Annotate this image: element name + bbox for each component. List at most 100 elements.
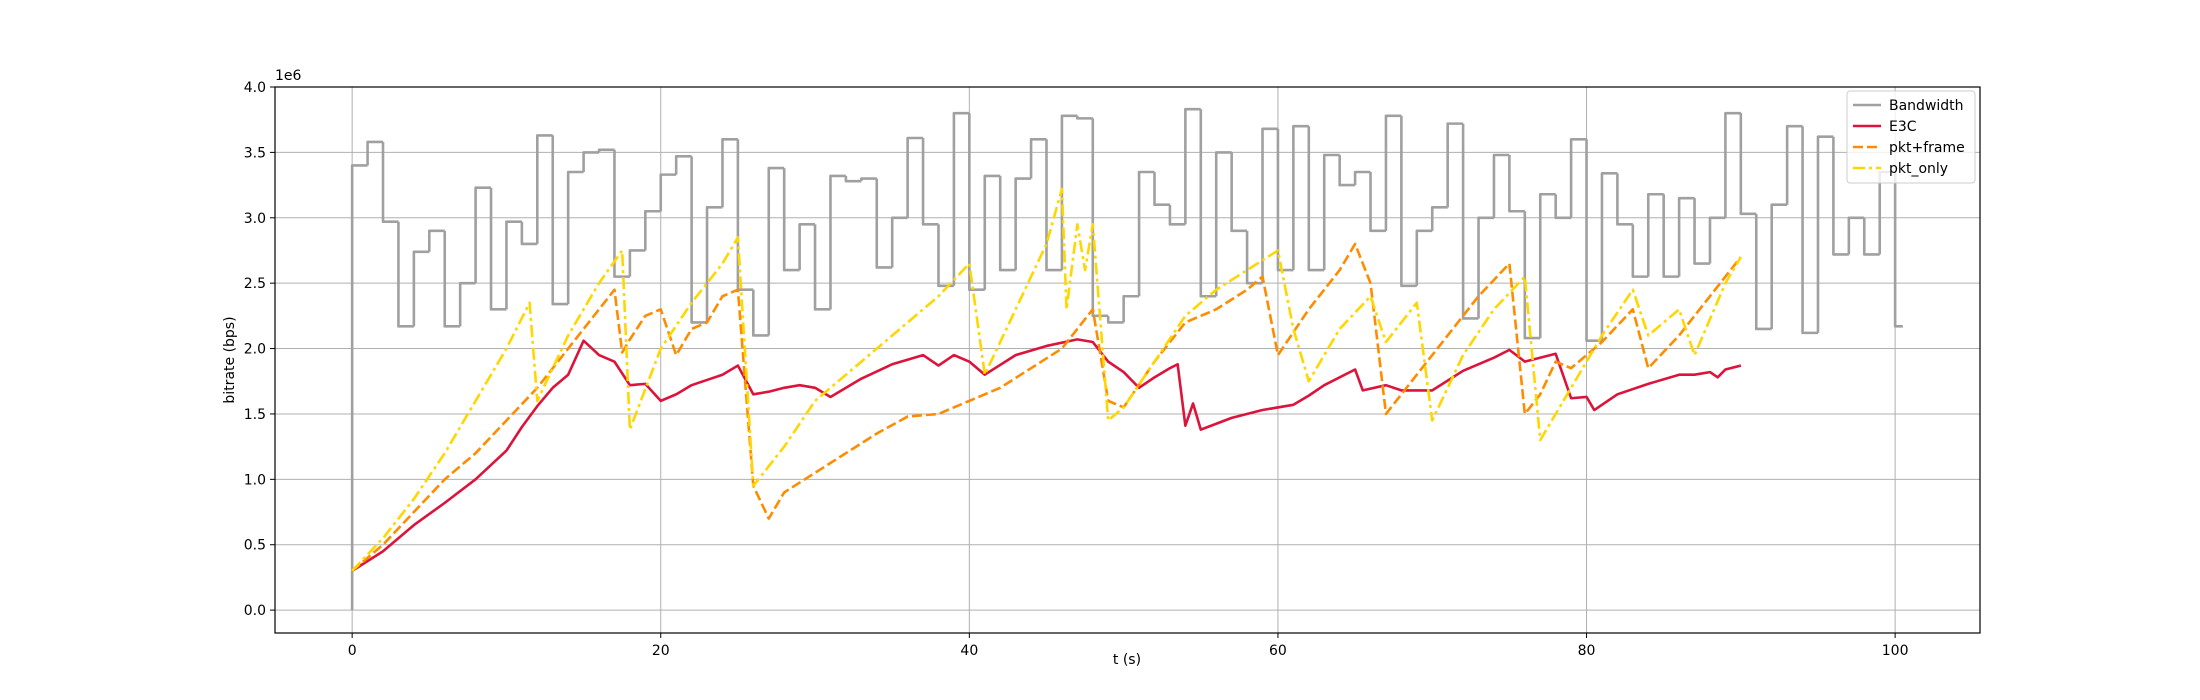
step-segment — [1862, 217, 1880, 256]
step-segment — [1878, 170, 1896, 255]
step-segment — [1214, 151, 1232, 297]
step-segment — [1307, 126, 1325, 272]
step-segment — [1384, 114, 1402, 231]
step-segment — [1400, 115, 1417, 288]
plot-frame — [274, 86, 1981, 634]
step-segment — [1631, 224, 1649, 278]
legend-label: Bandwidth — [1889, 98, 1964, 114]
y-axis-label: bitrate (bps) — [222, 316, 238, 403]
step-segment — [690, 156, 708, 324]
step-segment — [1801, 126, 1818, 335]
step-segment — [1754, 213, 1772, 331]
y-tick-label: 1.0 — [244, 472, 266, 488]
step-segment — [705, 206, 723, 323]
legend-label: pkt_only — [1889, 161, 1948, 177]
step-segment — [829, 174, 846, 310]
step-segment — [1893, 172, 1903, 328]
step-segment — [1770, 203, 1788, 329]
step-segment — [1785, 124, 1803, 205]
step-segment — [397, 221, 414, 328]
step-segment — [674, 155, 692, 175]
step-segment — [566, 170, 584, 305]
step-segment — [1076, 115, 1093, 120]
step-segment — [597, 148, 615, 153]
step-segment — [551, 135, 569, 306]
x-axis-label: t (s) — [1113, 652, 1141, 668]
step-segment — [1122, 294, 1140, 323]
step-segment — [1137, 170, 1155, 297]
step-segment — [350, 164, 368, 611]
y-tick-label: 3.5 — [244, 145, 266, 161]
step-segment — [844, 175, 862, 183]
step-segment — [1677, 196, 1695, 277]
step-segment — [1461, 123, 1479, 320]
step-segment — [1832, 136, 1849, 256]
step-segment — [1261, 127, 1278, 284]
step-segment — [1492, 153, 1510, 218]
step-segment — [1662, 194, 1680, 278]
step-segment — [582, 151, 600, 173]
step-segment — [875, 178, 893, 269]
step-segment — [1106, 315, 1124, 324]
step-segment — [921, 138, 939, 226]
step-segment — [1847, 216, 1865, 255]
step-segment — [1724, 111, 1741, 218]
x-tick-label: 100 — [1882, 643, 1909, 659]
step-segment — [520, 221, 538, 246]
step-segment — [1168, 204, 1186, 226]
y-tick-label: 3.0 — [244, 211, 266, 227]
step-segment — [1230, 152, 1248, 233]
x-tick-label: 20 — [652, 643, 670, 659]
step-segment — [1091, 118, 1109, 318]
step-segment — [1153, 172, 1170, 207]
step-segment — [1014, 177, 1032, 271]
y-tick-label: 0.0 — [244, 603, 266, 619]
step-segment — [1353, 170, 1371, 186]
step-segment — [1708, 216, 1726, 264]
step-segment — [906, 136, 924, 218]
step-segment — [381, 141, 399, 224]
step-segment — [1816, 135, 1834, 333]
step-segment — [1430, 206, 1448, 231]
step-segment — [736, 139, 754, 292]
step-segment — [1446, 122, 1464, 208]
y-tick-label: 0.5 — [244, 538, 266, 554]
legend-label: E3C — [1889, 119, 1917, 135]
step-segment — [443, 230, 461, 328]
step-segment — [721, 138, 738, 208]
step-segment — [1199, 109, 1217, 298]
step-segment — [1646, 192, 1664, 277]
series-line — [351, 187, 1742, 572]
step-segment — [890, 216, 908, 268]
step-segment — [1292, 124, 1309, 271]
step-segment — [1585, 139, 1602, 343]
step-segment — [813, 224, 831, 311]
y-offset-label: 1e6 — [275, 68, 302, 84]
series-line — [351, 242, 1742, 572]
step-segment — [1600, 172, 1618, 341]
y-tick-label: 1.5 — [244, 407, 266, 423]
step-segment — [1276, 128, 1294, 272]
step-segment — [998, 175, 1016, 272]
step-segment — [767, 166, 785, 336]
legend-label: pkt+frame — [1889, 140, 1965, 156]
step-segment — [1184, 107, 1201, 225]
step-segment — [782, 168, 800, 272]
x-tick-label: 60 — [1269, 643, 1287, 659]
step-segment — [1554, 194, 1572, 220]
series-line — [351, 338, 1742, 572]
y-tick-label: 2.5 — [244, 276, 266, 292]
y-tick-label: 2.0 — [244, 342, 266, 358]
y-tick-label: 4.0 — [244, 80, 266, 96]
step-segment — [1045, 139, 1062, 272]
step-segment — [644, 209, 661, 251]
step-segment — [628, 249, 646, 277]
step-segment — [1523, 211, 1541, 340]
step-segment — [752, 289, 769, 337]
step-segment — [860, 177, 877, 182]
step-segment — [1616, 173, 1633, 226]
step-segment — [505, 220, 522, 310]
step-segment — [536, 134, 553, 244]
step-segment — [427, 229, 445, 252]
step-segment — [1338, 155, 1356, 187]
